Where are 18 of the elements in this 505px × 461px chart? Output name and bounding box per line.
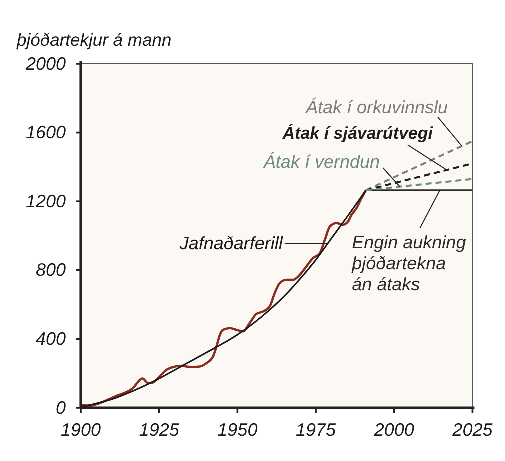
y-tick-label: 1600 (26, 122, 66, 143)
series-label: Átak í sjávarútvegi (282, 123, 434, 144)
x-tick-label: 1975 (296, 420, 338, 440)
y-tick-label: 0 (56, 398, 66, 418)
x-tick-label: 1925 (139, 420, 180, 440)
y-tick-label: 400 (36, 328, 66, 349)
x-tick-label: 2025 (452, 420, 494, 440)
x-tick-label: 1950 (218, 420, 258, 440)
text: Engin aukning þjóðartekna án átaks (351, 232, 466, 294)
y-tick-label: 2000 (24, 54, 66, 74)
series-label: Átak í orkuvinnslu (304, 97, 448, 118)
series-label: Átak í verndun (262, 152, 380, 172)
y-tick-label: 800 (36, 260, 66, 280)
x-tick-label: 2000 (373, 420, 414, 440)
y-tick-label: 1200 (26, 191, 66, 212)
legend-label: Jafnaðarferill (178, 234, 284, 254)
x-tick-label: 1900 (60, 420, 102, 440)
y-axis-title: þjóðartekjur á mann (16, 30, 172, 50)
